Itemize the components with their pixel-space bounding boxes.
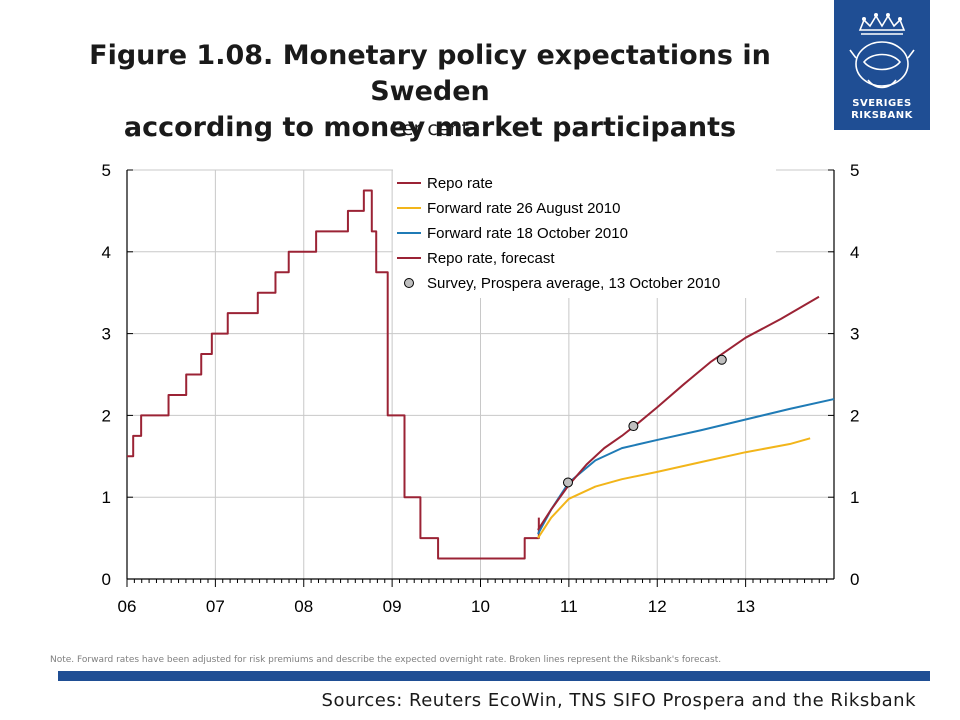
title-line-1: Figure 1.08. Monetary policy expectation… [89, 40, 771, 107]
x-tick-label: 12 [648, 597, 667, 616]
legend-label: Repo rate, forecast [427, 250, 555, 267]
x-tick-label: 08 [294, 597, 313, 616]
series-line-4 [537, 295, 820, 531]
footer-bar [58, 671, 930, 681]
chart-series [127, 189, 835, 560]
legend-background [393, 169, 776, 298]
y-tick-label-right: 5 [850, 161, 859, 180]
x-tick-label: 10 [471, 597, 490, 616]
y-tick-label-right: 1 [850, 488, 859, 507]
crown-seal-icon [849, 13, 915, 89]
y-tick-label-left: 0 [102, 570, 111, 589]
x-tick-label: 13 [736, 597, 755, 616]
logo-text-line-2: RIKSBANK [851, 110, 913, 121]
sources-text: Sources: Reuters EcoWin, TNS SIFO Prospe… [321, 690, 916, 711]
series-line-2 [537, 437, 811, 539]
survey-marker [562, 477, 573, 488]
y-tick-label-left: 3 [102, 325, 111, 344]
x-tick-label: 07 [206, 597, 225, 616]
y-tick-label-left: 5 [102, 161, 111, 180]
chart-axes: 0 01 12 23 34 45 506 07 08 09 10 11 12 13 [102, 161, 860, 616]
y-tick-label-right: 3 [850, 325, 859, 344]
series-line-3 [537, 398, 835, 535]
y-tick-label-right: 2 [850, 406, 859, 425]
x-tick-label: 11 [560, 597, 578, 616]
survey-marker [628, 421, 639, 432]
title-line-2: according to money market participants [123, 112, 737, 143]
legend-label: Forward rate 26 August 2010 [427, 200, 620, 217]
legend-marker-survey [404, 278, 414, 288]
logo-text-line-1: SVERIGES [852, 98, 912, 109]
riksbank-logo: SVERIGES RIKSBANK [834, 0, 930, 130]
y-tick-label-left: 4 [102, 243, 111, 262]
chart-legend: Repo rate Forward rate 26 August 2010 Forw… [393, 169, 776, 298]
chart-subtitle: Per cent [391, 118, 469, 140]
survey-marker [716, 354, 727, 365]
chart-title: Figure 1.08. Monetary policy expectation… [40, 38, 820, 146]
y-tick-label-left: 1 [102, 488, 111, 507]
y-tick-label-right: 0 [850, 570, 859, 589]
y-tick-label-left: 2 [102, 406, 111, 425]
legend-label: Repo rate [427, 175, 493, 192]
x-tick-label: 09 [383, 597, 402, 616]
footnote: Note. Forward rates have been adjusted f… [50, 655, 722, 665]
y-tick-label-right: 4 [850, 243, 859, 262]
x-tick-label: 06 [118, 597, 137, 616]
legend-label: Survey, Prospera average, 13 October 201… [427, 275, 720, 292]
series-line-1 [127, 189, 540, 560]
legend-label: Forward rate 18 October 2010 [427, 225, 628, 242]
